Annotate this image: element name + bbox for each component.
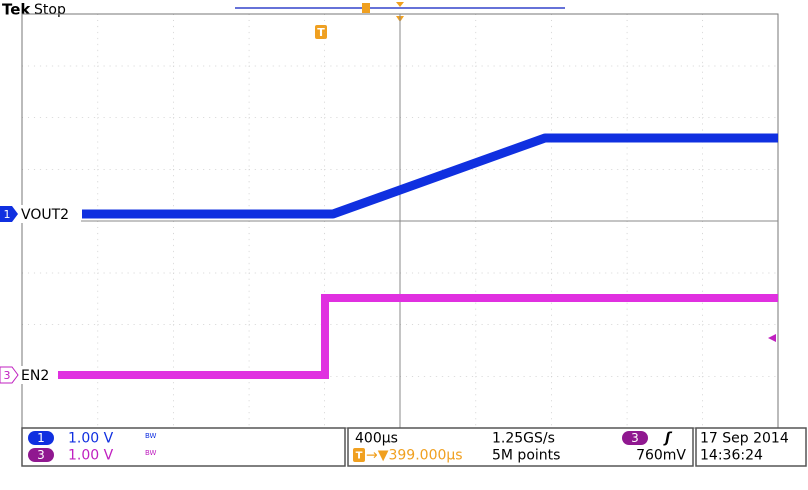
trigger-level-marker [768,334,776,342]
ch3-marker [0,366,19,384]
record-window [362,3,370,13]
trigger-icon-label: T [356,451,363,462]
ch1-bw: BW [145,432,157,440]
ch1-label-bg [19,205,81,223]
trace-ch3 [58,294,778,379]
datetime-box [695,427,807,467]
ch1-name: VOUT2 [21,207,69,223]
ch3-bw: BW [145,449,157,457]
trigger-icon [353,448,365,462]
trigger-source: 3 [631,431,639,445]
ch1-marker-label: 1 [4,208,11,221]
ch3-label-bg [19,366,57,384]
trigger-source-badge [622,431,648,445]
ch3-name: EN2 [21,368,49,384]
ch1-marker [0,206,18,222]
ch1-badge [28,431,54,445]
trigger-level: 760mV [636,448,686,464]
time: 14:36:24 [700,448,763,464]
horizontal-scale: 400µs [355,431,398,447]
channel-box [21,427,346,467]
trigger-slope: ʃ [663,431,673,447]
date: 17 Sep 2014 [700,431,789,447]
center-marker [396,2,404,7]
trigger-position: →▼399.000µs [366,448,463,464]
ch3-badge-label: 3 [37,448,45,462]
trace-ch1 [82,133,778,219]
ch1-badge-label: 1 [37,431,45,445]
sample-rate: 1.25GS/s [492,431,555,447]
record-length: 5M points [492,448,560,464]
ch1-scale: 1.00 V [68,431,114,447]
ch3-scale: 1.00 V [68,448,114,464]
ch3-badge [28,448,54,462]
ch3-marker-label: 3 [4,369,11,382]
